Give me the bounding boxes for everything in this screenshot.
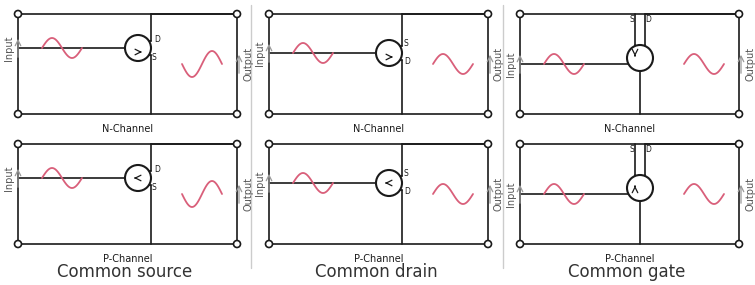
Circle shape <box>125 35 151 61</box>
Circle shape <box>14 141 21 148</box>
Circle shape <box>516 111 523 117</box>
Circle shape <box>627 175 653 201</box>
Text: S: S <box>152 182 157 192</box>
Text: S: S <box>152 52 157 62</box>
Text: Input: Input <box>506 181 516 207</box>
Text: Output: Output <box>494 177 504 211</box>
Circle shape <box>14 11 21 17</box>
Circle shape <box>233 11 241 17</box>
Text: D: D <box>645 15 651 25</box>
Text: Input: Input <box>255 40 265 66</box>
Circle shape <box>233 141 241 148</box>
Text: N-Channel: N-Channel <box>102 124 153 134</box>
Circle shape <box>266 241 273 247</box>
Circle shape <box>233 111 241 117</box>
Text: Output: Output <box>745 47 755 81</box>
Text: N-Channel: N-Channel <box>604 124 655 134</box>
Circle shape <box>376 170 402 196</box>
Text: S: S <box>630 15 634 25</box>
Text: D: D <box>154 164 160 174</box>
Text: D: D <box>404 58 410 66</box>
Text: P-Channel: P-Channel <box>605 254 655 264</box>
Circle shape <box>516 11 523 17</box>
Text: Output: Output <box>243 47 253 81</box>
Circle shape <box>266 11 273 17</box>
Text: Input: Input <box>506 51 516 77</box>
Text: Input: Input <box>4 165 14 191</box>
Text: Input: Input <box>255 170 265 196</box>
Circle shape <box>233 241 241 247</box>
Text: S: S <box>404 40 408 48</box>
Circle shape <box>735 141 742 148</box>
Circle shape <box>266 141 273 148</box>
Text: Common gate: Common gate <box>569 263 686 281</box>
Circle shape <box>376 40 402 66</box>
Text: Output: Output <box>243 177 253 211</box>
Circle shape <box>627 45 653 71</box>
Text: Output: Output <box>745 177 755 211</box>
Circle shape <box>485 141 492 148</box>
Circle shape <box>14 241 21 247</box>
Text: Common source: Common source <box>57 263 193 281</box>
Circle shape <box>735 11 742 17</box>
Text: P-Channel: P-Channel <box>103 254 153 264</box>
Text: Input: Input <box>4 35 14 61</box>
Text: D: D <box>154 34 160 44</box>
Text: N-Channel: N-Channel <box>353 124 404 134</box>
Circle shape <box>735 111 742 117</box>
Text: P-Channel: P-Channel <box>354 254 403 264</box>
Text: Output: Output <box>494 47 504 81</box>
Text: S: S <box>630 146 634 154</box>
Text: D: D <box>645 146 651 154</box>
Circle shape <box>735 241 742 247</box>
Circle shape <box>485 241 492 247</box>
Circle shape <box>516 141 523 148</box>
Circle shape <box>485 11 492 17</box>
Text: S: S <box>404 170 408 178</box>
Circle shape <box>516 241 523 247</box>
Circle shape <box>266 111 273 117</box>
Text: D: D <box>404 188 410 196</box>
Circle shape <box>125 165 151 191</box>
Circle shape <box>14 111 21 117</box>
Text: Common drain: Common drain <box>315 263 437 281</box>
Circle shape <box>485 111 492 117</box>
